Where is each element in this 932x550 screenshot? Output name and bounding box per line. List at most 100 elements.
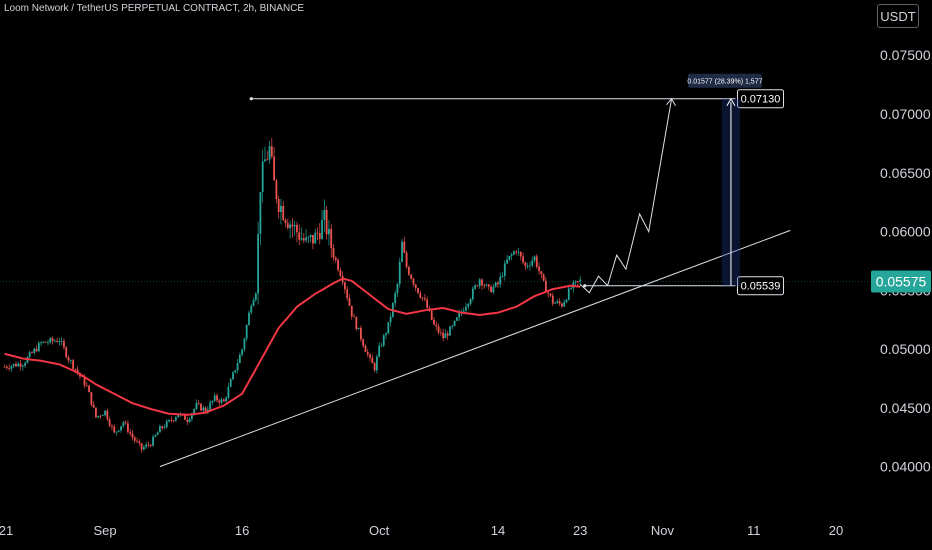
candle-body bbox=[115, 431, 118, 433]
candle-body bbox=[316, 232, 319, 234]
candle-body bbox=[385, 333, 387, 336]
candle-body bbox=[414, 284, 417, 289]
candle bbox=[147, 441, 150, 448]
candle bbox=[394, 290, 397, 307]
candle bbox=[519, 251, 522, 261]
candle-body bbox=[465, 306, 467, 311]
candle bbox=[250, 303, 253, 315]
projection-path bbox=[579, 98, 673, 294]
candle-body bbox=[275, 180, 278, 200]
candle bbox=[561, 302, 563, 309]
candle bbox=[92, 401, 95, 409]
candle bbox=[382, 333, 385, 348]
candle-body bbox=[490, 286, 493, 293]
candle-body bbox=[419, 293, 422, 298]
candle-body bbox=[24, 362, 27, 366]
candle-body bbox=[474, 285, 477, 289]
candle-body bbox=[108, 419, 111, 426]
candle bbox=[467, 302, 470, 310]
candle-body bbox=[508, 255, 511, 260]
candle-body bbox=[570, 288, 572, 289]
candle-body bbox=[435, 324, 438, 327]
candle-body bbox=[127, 423, 129, 432]
resistance-label-box bbox=[737, 89, 785, 109]
candle bbox=[252, 297, 255, 307]
candle-body bbox=[437, 326, 440, 333]
candle-body bbox=[348, 298, 351, 306]
y-axis[interactable]: 0.075000.070000.065000.060000.055000.050… bbox=[868, 0, 932, 550]
candle-body bbox=[232, 372, 234, 380]
candle-body bbox=[350, 305, 353, 317]
candle bbox=[8, 364, 11, 372]
candle bbox=[289, 220, 291, 239]
candle bbox=[149, 443, 152, 448]
support-anchor bbox=[583, 284, 587, 288]
candle-body bbox=[88, 385, 90, 393]
candle bbox=[451, 324, 454, 330]
candle-body bbox=[85, 385, 88, 387]
x-tick-label: 20 bbox=[829, 523, 843, 538]
candle-body bbox=[330, 228, 333, 249]
candle-body bbox=[154, 435, 157, 437]
candle bbox=[325, 205, 328, 240]
candle-body bbox=[451, 325, 454, 327]
candle-body bbox=[74, 368, 77, 370]
candle-body bbox=[346, 289, 349, 299]
candle-body bbox=[206, 409, 209, 412]
candle-body bbox=[291, 224, 294, 227]
candle bbox=[90, 392, 93, 407]
candle-body bbox=[293, 224, 296, 227]
candle-body bbox=[204, 407, 207, 412]
candle-body bbox=[321, 219, 323, 239]
candle-body bbox=[51, 338, 54, 342]
last-price-label: 0.05575 bbox=[876, 274, 927, 290]
candle-body bbox=[403, 241, 406, 253]
candle-body bbox=[531, 260, 534, 266]
candle bbox=[506, 254, 508, 265]
candle-body bbox=[81, 376, 84, 378]
candle bbox=[302, 233, 305, 244]
candle bbox=[3, 364, 6, 368]
candle bbox=[535, 254, 538, 269]
candle bbox=[380, 342, 383, 348]
candle bbox=[161, 425, 164, 431]
candle bbox=[163, 424, 166, 430]
candle-body bbox=[453, 320, 456, 326]
candle-body bbox=[563, 302, 566, 307]
candle bbox=[517, 248, 520, 256]
candle-body bbox=[21, 365, 24, 367]
candle bbox=[421, 297, 424, 301]
candle bbox=[229, 377, 232, 388]
candle-body bbox=[17, 363, 20, 367]
candle bbox=[15, 361, 17, 367]
candle bbox=[133, 435, 136, 444]
x-tick-label: Nov bbox=[651, 523, 675, 538]
candle-body bbox=[396, 283, 399, 294]
candle-body bbox=[286, 223, 289, 229]
candle-body bbox=[328, 228, 330, 235]
candle-body bbox=[405, 252, 408, 268]
candle bbox=[236, 359, 239, 374]
candle-body bbox=[538, 266, 540, 272]
candle-body bbox=[216, 395, 218, 401]
candle-body bbox=[120, 426, 122, 431]
candle-body bbox=[56, 340, 59, 343]
candle bbox=[492, 283, 495, 295]
candle bbox=[330, 224, 333, 258]
candle-body bbox=[561, 303, 563, 307]
candle bbox=[355, 316, 358, 331]
candle-body bbox=[394, 293, 397, 304]
candle bbox=[346, 286, 349, 302]
candle-body bbox=[513, 251, 515, 255]
candle-body bbox=[138, 441, 141, 444]
candle bbox=[136, 437, 138, 444]
candle-body bbox=[147, 444, 150, 446]
candle-body bbox=[519, 251, 522, 257]
candle-body bbox=[307, 237, 310, 238]
x-axis[interactable]: 21 Sep 16 Oct 14 23 Nov 11 20 bbox=[0, 523, 843, 538]
candle-body bbox=[3, 366, 6, 368]
candle bbox=[563, 299, 566, 308]
currency-button[interactable]: USDT bbox=[877, 4, 919, 28]
candle bbox=[485, 283, 488, 287]
